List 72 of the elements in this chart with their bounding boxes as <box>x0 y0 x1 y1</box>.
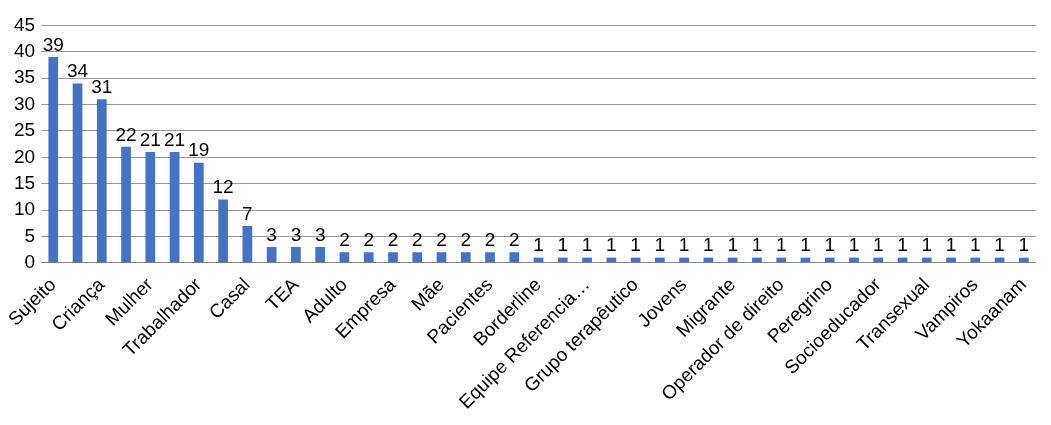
data-label: 2 <box>508 229 520 251</box>
x-tick-label: TEA <box>261 273 303 315</box>
data-label: 22 <box>115 123 137 145</box>
y-tick-label: 30 <box>13 92 36 114</box>
data-label: 39 <box>42 33 64 55</box>
y-tick-label: 15 <box>13 171 36 193</box>
bar <box>412 252 423 263</box>
bar <box>48 57 59 263</box>
bar <box>315 247 326 263</box>
bar <box>485 252 495 263</box>
bar <box>194 162 204 263</box>
data-label: 1 <box>824 234 836 256</box>
y-tick-label: 0 <box>24 251 36 273</box>
bar <box>242 225 253 263</box>
data-label: 34 <box>66 60 89 82</box>
y-tick-label: 20 <box>13 145 36 167</box>
data-label: 1 <box>533 234 544 256</box>
data-label: 3 <box>266 223 277 245</box>
data-label: 31 <box>91 76 113 98</box>
data-label: 2 <box>387 229 399 251</box>
bar <box>339 252 350 263</box>
y-tick-label: 5 <box>24 224 36 246</box>
data-label: 12 <box>212 176 234 198</box>
data-label: 1 <box>751 234 763 256</box>
y-tick-label: 10 <box>13 198 36 220</box>
bar <box>218 199 228 263</box>
data-label: 1 <box>1018 234 1030 256</box>
data-label: 2 <box>363 229 374 251</box>
data-label: 1 <box>606 234 617 256</box>
data-label: 1 <box>678 234 690 256</box>
y-tick-label: 25 <box>13 119 36 141</box>
data-label: 1 <box>775 234 787 256</box>
data-label: 1 <box>994 234 1005 256</box>
data-label: 21 <box>164 128 186 150</box>
data-label: 1 <box>848 234 860 256</box>
bar <box>72 83 83 263</box>
data-label: 1 <box>581 234 593 256</box>
data-label: 1 <box>872 234 884 256</box>
data-label: 3 <box>314 223 326 245</box>
bar <box>460 252 471 263</box>
data-label: 21 <box>139 128 161 150</box>
data-label: 1 <box>630 234 641 256</box>
data-label: 1 <box>800 234 811 256</box>
data-label: 2 <box>436 229 447 251</box>
data-label: 2 <box>460 229 472 251</box>
bar <box>145 152 156 263</box>
data-label: 7 <box>242 202 253 224</box>
bar <box>388 252 398 263</box>
bar <box>509 252 520 263</box>
y-tick-label: 45 <box>13 13 36 35</box>
data-label: 1 <box>703 234 714 256</box>
bar <box>291 247 301 263</box>
data-label: 1 <box>970 234 981 256</box>
bar <box>266 247 277 263</box>
data-label: 1 <box>921 234 933 256</box>
data-label: 2 <box>339 229 350 251</box>
data-label: 1 <box>727 234 738 256</box>
bar <box>169 152 180 263</box>
data-label: 2 <box>484 229 496 251</box>
y-tick-label: 35 <box>13 66 36 88</box>
bar <box>121 146 131 263</box>
data-label: 3 <box>290 223 302 245</box>
bar <box>96 99 107 263</box>
data-label: 19 <box>188 139 210 161</box>
bar <box>436 252 447 263</box>
data-label: 1 <box>557 234 569 256</box>
data-label: 2 <box>411 229 423 251</box>
data-label: 1 <box>945 234 957 256</box>
data-label: 1 <box>897 234 908 256</box>
bar <box>363 252 374 263</box>
data-label: 1 <box>654 234 666 256</box>
y-tick-label: 40 <box>13 40 36 62</box>
